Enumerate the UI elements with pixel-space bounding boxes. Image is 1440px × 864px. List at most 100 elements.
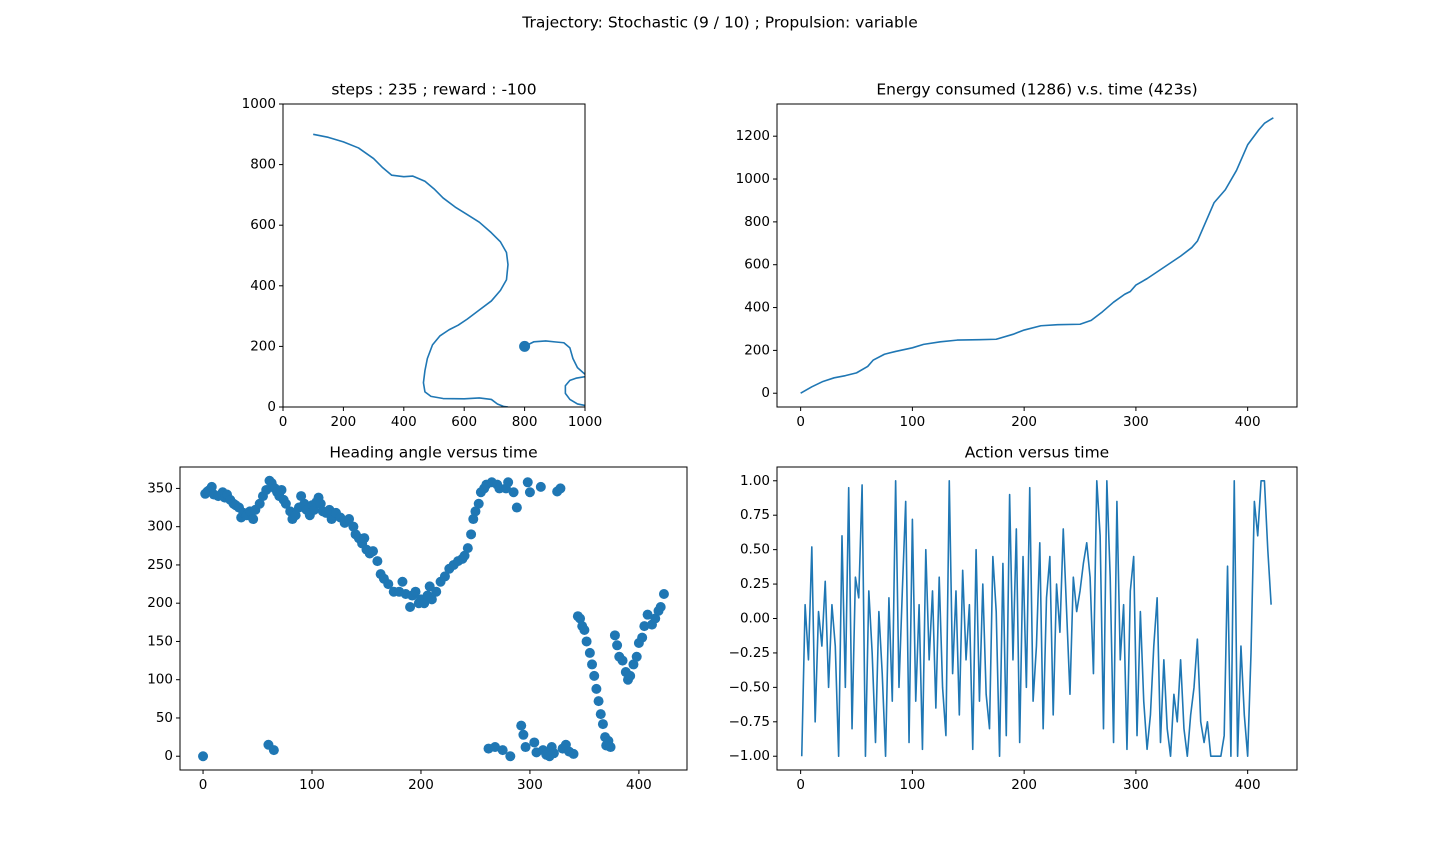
plot-area [198,475,669,762]
point [206,481,217,492]
point [508,487,519,498]
x-tick-label: 300 [1123,777,1149,793]
y-tick-label: 600 [744,257,770,273]
line [313,133,585,407]
point [497,745,508,756]
y-tick-label: 150 [147,633,173,649]
point [524,487,535,498]
subplot-title: Action versus time [965,444,1109,462]
x-tick-label: 200 [331,414,357,430]
axes-frame [776,103,1298,408]
point [359,533,370,544]
point [248,514,259,525]
y-tick-label: 50 [156,710,173,726]
point [617,655,628,666]
point [597,719,608,730]
x-tick-label: 300 [517,777,543,793]
y-tick-label: 800 [250,157,276,173]
point [522,477,533,488]
point [650,613,661,624]
point [605,742,616,753]
point [625,670,636,681]
x-tick-label: 0 [796,414,805,430]
point [315,498,326,509]
y-tick-label: 0.50 [740,542,770,558]
point [397,576,408,587]
point [548,748,559,759]
x-tick-label: 200 [1011,414,1037,430]
point [593,696,604,707]
subplot: Heading angle versus time 0 100 200 300 400 0 5… [147,444,688,793]
point [405,602,416,613]
line [800,479,1272,758]
point [466,529,477,540]
x-tick-label: 400 [1235,414,1261,430]
point [655,602,666,613]
point [579,624,590,635]
y-tick-label: 250 [147,557,173,573]
subplot: steps : 235 ; reward : -100 0 200 400 600 800… [242,81,603,431]
y-tick-label: 1200 [736,128,770,144]
axes-frame [282,103,586,408]
y-tick-label: 400 [744,300,770,316]
point [589,670,600,681]
x-tick-label: 1000 [568,414,602,430]
subplot: Action versus time 0 100 200 300 400 −1.00 −0.7… [729,444,1298,793]
point [344,514,355,525]
point [372,556,383,567]
point [268,745,279,756]
x-tick-label: 800 [512,414,538,430]
y-tick-label: 1.00 [740,473,770,489]
point [628,659,639,670]
point [368,546,379,557]
point [520,742,531,753]
y-tick-label: 200 [744,342,770,358]
point [631,651,642,662]
point [518,729,529,740]
point [568,748,579,759]
y-tick-label: 0.75 [740,507,770,523]
y-tick-label: 400 [250,278,276,294]
figure-title: Trajectory: Stochastic (9 / 10) ; Propul… [521,14,917,32]
point [612,640,623,651]
point [254,498,265,509]
y-tick-label: 800 [744,214,770,230]
point [419,598,430,609]
x-tick-label: 100 [900,414,926,430]
x-tick-label: 0 [796,777,805,793]
point [470,506,481,517]
y-tick-label: −1.00 [729,748,770,764]
point [516,720,527,731]
point [555,483,566,494]
point [535,481,546,492]
subplot-title: steps : 235 ; reward : -100 [331,81,536,99]
point [511,502,522,513]
point [609,630,620,641]
point [198,751,209,762]
axes-frame [776,466,1298,771]
point [280,498,291,509]
y-tick-label: 1000 [242,96,276,112]
x-tick-label: 100 [299,777,325,793]
x-tick-label: 400 [391,414,417,430]
axes-frame [179,466,688,771]
plot-area [313,133,585,407]
plot-area [800,479,1272,758]
subplot-title: Heading angle versus time [329,444,537,462]
x-tick-label: 400 [1235,777,1261,793]
line [800,117,1274,394]
y-tick-label: 0 [164,748,173,764]
y-tick-label: 0 [267,399,276,415]
point [383,579,394,590]
y-tick-label: 0.00 [740,611,770,627]
point [468,514,479,525]
y-tick-label: −0.75 [729,714,770,730]
x-tick-label: 600 [451,414,477,430]
point [581,636,592,647]
y-tick-label: −0.25 [729,645,770,661]
point [637,632,648,643]
subplot: Energy consumed (1286) v.s. time (423s) 0… [736,81,1298,430]
y-tick-label: 600 [250,217,276,233]
x-tick-label: 400 [626,777,652,793]
